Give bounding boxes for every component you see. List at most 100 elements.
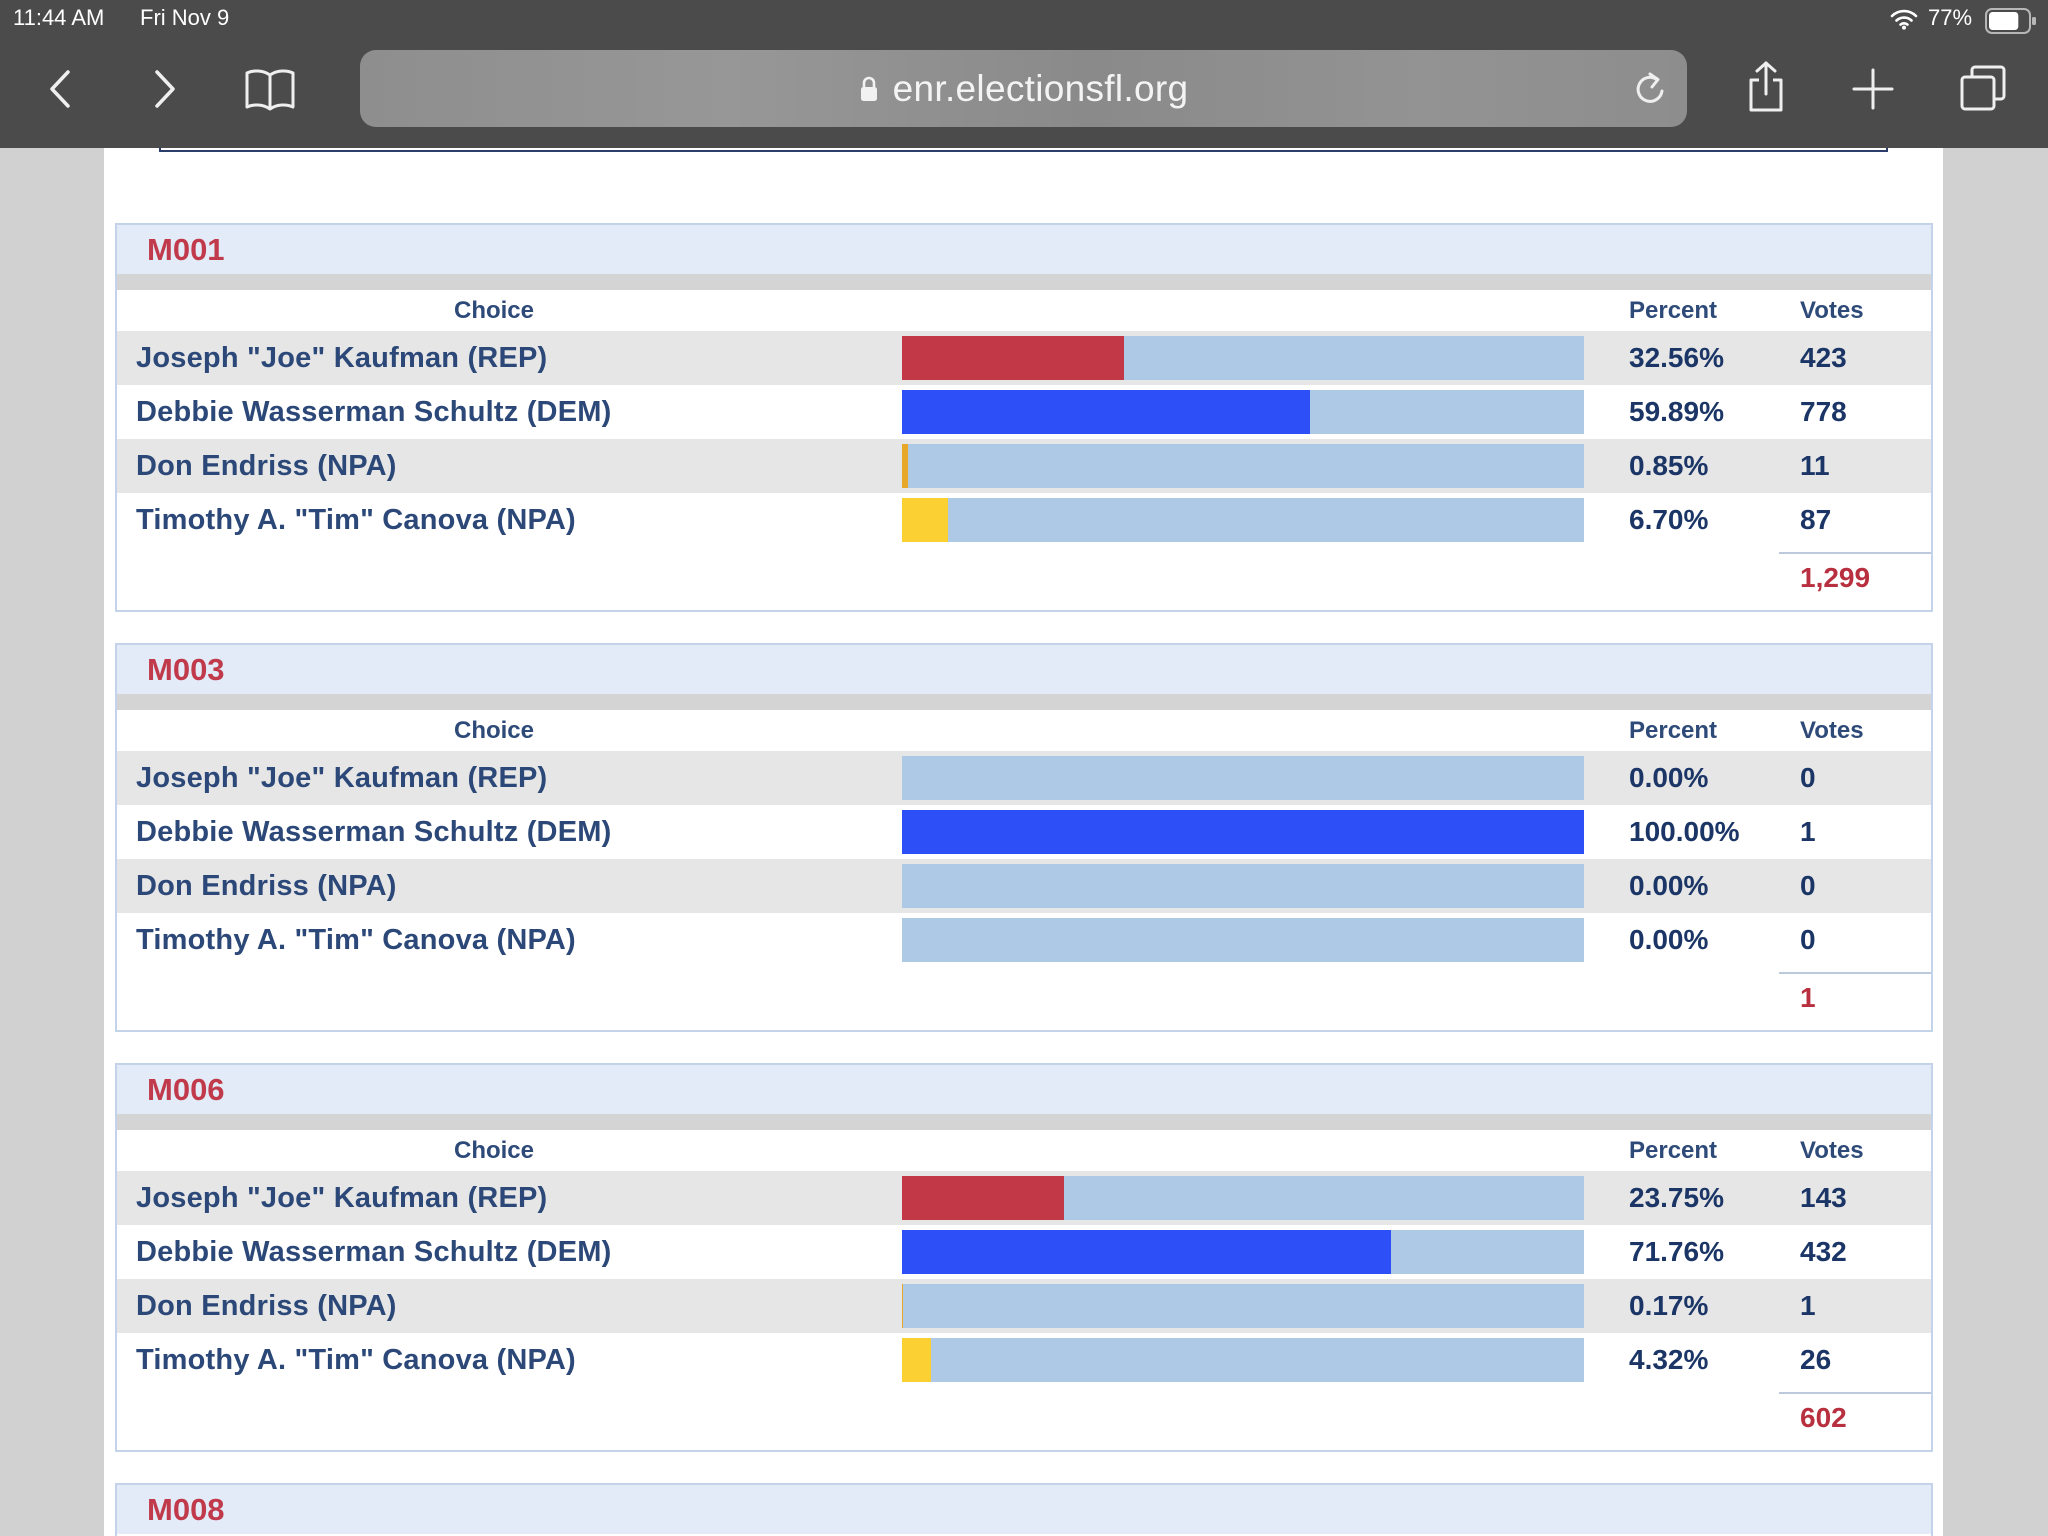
forward-button[interactable] <box>151 69 179 109</box>
votes-value: 87 <box>1800 504 1832 535</box>
top-content-frame <box>159 148 1888 152</box>
precinct-panel: M008 <box>115 1483 1933 1536</box>
candidate-name: Don Endriss (NPA) <box>136 869 397 902</box>
candidate-name: Debbie Wasserman Schultz (DEM) <box>136 815 612 848</box>
vote-bar <box>902 1284 1584 1328</box>
total-votes: 602 <box>1779 1392 1931 1434</box>
tabs-overview-icon[interactable] <box>1959 64 2007 112</box>
share-icon[interactable] <box>1746 60 1786 114</box>
bookmarks-icon[interactable] <box>244 66 296 112</box>
candidate-name: Debbie Wasserman Schultz (DEM) <box>136 395 612 428</box>
result-row: Debbie Wasserman Schultz (DEM) 100.00% 1 <box>117 805 1931 859</box>
column-header-row: Choice Percent Votes <box>117 710 1931 751</box>
votes-value: 778 <box>1800 396 1847 427</box>
column-header-row: Choice Percent Votes <box>117 1130 1931 1171</box>
result-row: Joseph "Joe" Kaufman (REP) 0.00% 0 <box>117 751 1931 805</box>
percent-value: 59.89% <box>1629 396 1724 427</box>
result-row: Debbie Wasserman Schultz (DEM) 59.89% 778 <box>117 385 1931 439</box>
column-header-percent: Percent <box>1629 296 1718 324</box>
column-header-percent: Percent <box>1629 1136 1718 1164</box>
result-row: Don Endriss (NPA) 0.17% 1 <box>117 1279 1931 1333</box>
vote-bar-fill <box>902 390 1311 434</box>
column-header-choice: Choice <box>453 716 534 744</box>
result-row: Timothy A. "Tim" Canova (NPA) 4.32% 26 <box>117 1333 1931 1387</box>
column-header-votes: Votes <box>1800 1136 1864 1164</box>
address-bar[interactable]: enr.electionsfl.org <box>360 50 1687 127</box>
battery-level-fill <box>1989 12 2019 30</box>
reload-icon[interactable] <box>1633 70 1669 108</box>
vote-bar <box>902 864 1584 908</box>
header-divider <box>117 694 1931 710</box>
result-row: Joseph "Joe" Kaufman (REP) 32.56% 423 <box>117 331 1931 385</box>
total-row: 1 <box>117 967 1931 1030</box>
candidate-name: Joseph "Joe" Kaufman (REP) <box>136 1181 548 1214</box>
candidate-name: Timothy A. "Tim" Canova (NPA) <box>136 1343 576 1376</box>
vote-bar <box>902 1338 1584 1382</box>
percent-value: 0.85% <box>1629 450 1709 481</box>
votes-value: 0 <box>1800 924 1816 955</box>
candidate-name: Timothy A. "Tim" Canova (NPA) <box>136 923 576 956</box>
vote-bar-fill <box>902 1338 932 1382</box>
vote-bar <box>902 1176 1584 1220</box>
percent-value: 4.32% <box>1629 1344 1709 1375</box>
vote-bar <box>902 390 1584 434</box>
votes-value: 1 <box>1800 1290 1816 1321</box>
precinct-title: M006 <box>147 1072 225 1107</box>
votes-value: 423 <box>1800 342 1847 373</box>
percent-value: 32.56% <box>1629 342 1724 373</box>
percent-value: 0.00% <box>1629 924 1709 955</box>
votes-value: 432 <box>1800 1236 1847 1267</box>
column-header-row: Choice Percent Votes <box>117 290 1931 331</box>
header-divider <box>117 1114 1931 1130</box>
result-row: Joseph "Joe" Kaufman (REP) 23.75% 143 <box>117 1171 1931 1225</box>
result-row: Don Endriss (NPA) 0.85% 11 <box>117 439 1931 493</box>
percent-value: 100.00% <box>1629 816 1740 847</box>
vote-bar <box>902 756 1584 800</box>
votes-value: 0 <box>1800 762 1816 793</box>
vote-bar-fill <box>902 1230 1392 1274</box>
votes-value: 11 <box>1800 450 1830 481</box>
percent-value: 0.17% <box>1629 1290 1709 1321</box>
vote-bar <box>902 444 1584 488</box>
vote-bar-fill <box>902 1284 904 1328</box>
result-row: Don Endriss (NPA) 0.00% 0 <box>117 859 1931 913</box>
result-row: Timothy A. "Tim" Canova (NPA) 0.00% 0 <box>117 913 1931 967</box>
candidate-name: Debbie Wasserman Schultz (DEM) <box>136 1235 612 1268</box>
percent-value: 71.76% <box>1629 1236 1724 1267</box>
new-tab-icon[interactable] <box>1851 67 1895 111</box>
precinct-title: M003 <box>147 652 225 687</box>
page-content: M001 Choice Percent Votes Joseph "Joe" Kaufm… <box>104 148 1943 1536</box>
column-header-choice: Choice <box>453 296 534 324</box>
battery-icon <box>1985 8 2036 34</box>
total-votes: 1,299 <box>1779 552 1931 594</box>
candidate-name: Joseph "Joe" Kaufman (REP) <box>136 341 548 374</box>
total-row: 1,299 <box>117 547 1931 610</box>
precinct-header: M008 <box>117 1485 1931 1534</box>
column-header-votes: Votes <box>1800 716 1864 744</box>
precinct-header: M003 <box>117 645 1931 694</box>
address-content: enr.electionsfl.org <box>859 68 1189 110</box>
votes-value: 1 <box>1800 816 1816 847</box>
votes-value: 0 <box>1800 870 1816 901</box>
vote-bar-fill <box>902 336 1125 380</box>
total-row: 602 <box>117 1387 1931 1450</box>
browser-chrome: 11:44 AM Fri Nov 9 77% enr.electionsfl.o… <box>0 0 2048 148</box>
vote-bar <box>902 810 1584 854</box>
result-row: Timothy A. "Tim" Canova (NPA) 6.70% 87 <box>117 493 1931 547</box>
precinct-panel: M001 Choice Percent Votes Joseph "Joe" Kaufm… <box>115 223 1933 612</box>
back-button[interactable] <box>46 69 74 109</box>
percent-value: 6.70% <box>1629 504 1709 535</box>
precinct-panel: M003 Choice Percent Votes Joseph "Joe" Kaufm… <box>115 643 1933 1032</box>
precinct-title: M001 <box>147 232 225 267</box>
votes-value: 143 <box>1800 1182 1847 1213</box>
vote-bar <box>902 336 1584 380</box>
column-header-percent: Percent <box>1629 716 1718 744</box>
percent-value: 0.00% <box>1629 870 1709 901</box>
candidate-name: Timothy A. "Tim" Canova (NPA) <box>136 503 576 536</box>
vote-bar-fill <box>902 1176 1064 1220</box>
candidate-name: Joseph "Joe" Kaufman (REP) <box>136 761 548 794</box>
vote-bar-fill <box>902 444 908 488</box>
percent-value: 0.00% <box>1629 762 1709 793</box>
candidate-name: Don Endriss (NPA) <box>136 449 397 482</box>
battery-percent: 77% <box>1928 5 1973 30</box>
